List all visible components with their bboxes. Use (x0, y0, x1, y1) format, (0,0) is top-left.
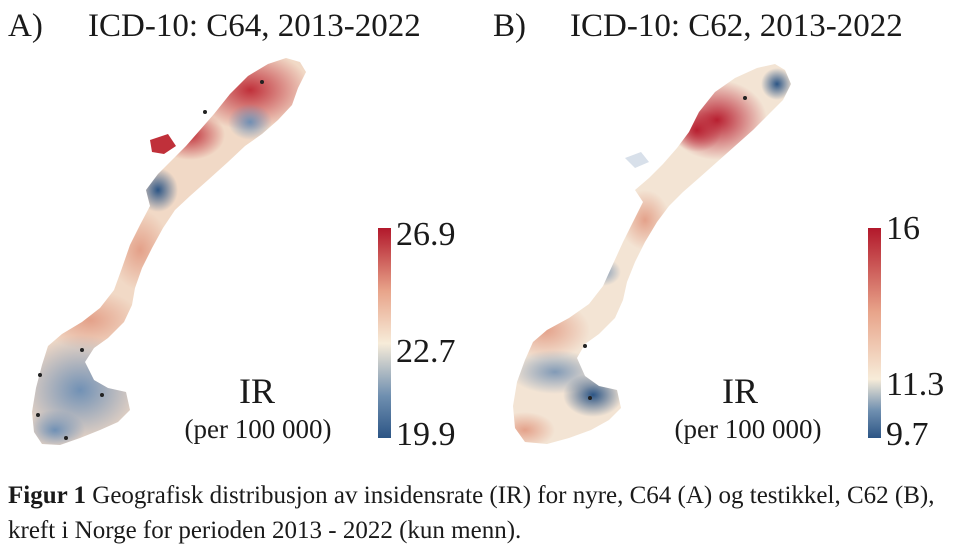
legend-max-c64: 26.9 (396, 216, 456, 253)
panel-b-letter: B) (493, 8, 526, 44)
panel-a-title: ICD-10: C64, 2013-2022 (88, 8, 421, 44)
figure-caption: Figur 1 Geografisk distribusjon av insid… (8, 478, 958, 548)
panel-a-letter: A) (8, 8, 43, 44)
legend-min-c62: 9.7 (886, 416, 929, 453)
panel-b-title: ICD-10: C62, 2013-2022 (570, 8, 903, 44)
ir-unit-c62: (per 100 000) (674, 414, 822, 444)
ir-label-c64: IR (239, 371, 275, 411)
legend-mid-c62: 11.3 (886, 366, 945, 403)
map-norway-c62 (513, 64, 791, 444)
colorbar-c64 (378, 228, 391, 438)
map-norway-c64 (32, 58, 306, 445)
legend-max-c62: 16 (886, 210, 920, 247)
legend-mid-c64: 22.7 (396, 333, 456, 370)
ir-label-c62: IR (722, 371, 758, 411)
caption-text: Geografisk distribusjon av insidensrate … (8, 482, 935, 544)
legend-min-c64: 19.9 (396, 416, 456, 453)
ir-unit-c64: (per 100 000) (184, 414, 332, 444)
colorbar-c62 (868, 228, 881, 438)
caption-label: Figur 1 (8, 482, 87, 509)
